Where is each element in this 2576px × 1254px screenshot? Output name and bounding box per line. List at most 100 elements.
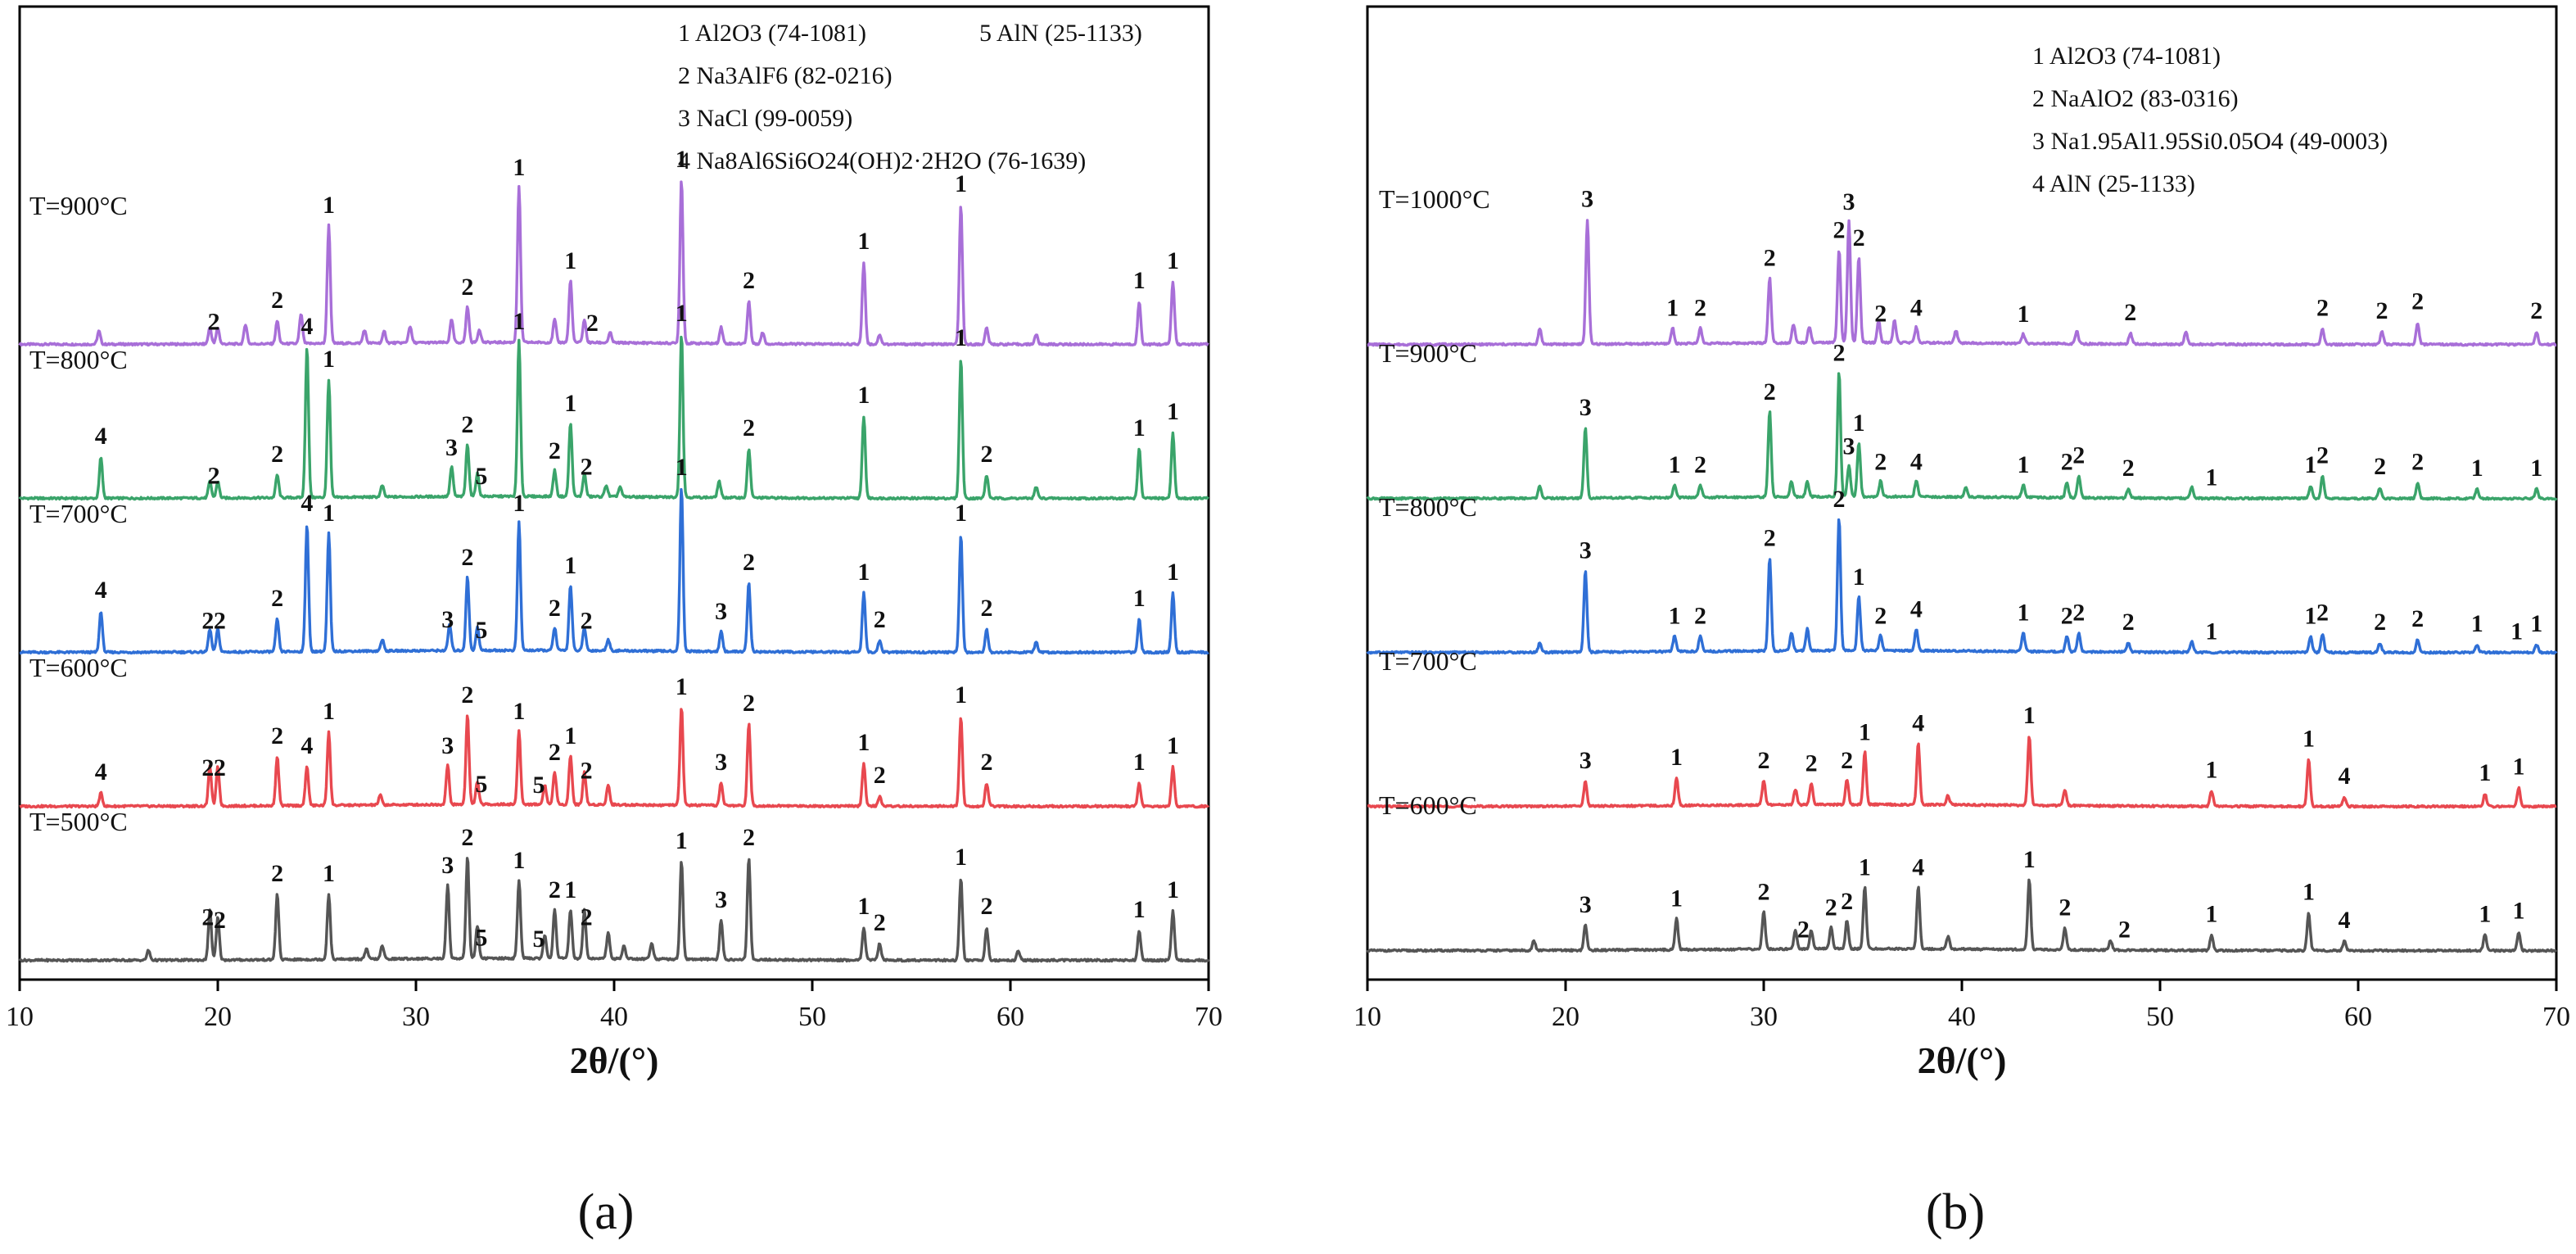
peak-label-a-2-17: 2 — [874, 606, 886, 633]
peak-label-a-2-8: 5 — [475, 617, 487, 644]
legend-a-item-4: 4 Na8Al6Si6O24(OH)2·2H2O (76-1639) — [678, 147, 1086, 174]
peak-label-b-1-4: 2 — [1833, 339, 1845, 366]
temp-label-a-4: T=500°C — [29, 807, 128, 836]
peak-label-b-1-7: 2 — [1874, 448, 1887, 475]
peak-label-a-1-14: 1 — [857, 382, 870, 409]
peak-label-b-2-1: 1 — [1669, 602, 1681, 629]
peak-label-b-0-5: 3 — [1843, 188, 1855, 215]
peak-label-b-0-1: 1 — [1666, 294, 1679, 321]
peak-label-a-2-14: 3 — [715, 598, 727, 625]
x-tick-label-b-4: 50 — [2146, 1002, 2174, 1032]
peak-label-a-2-16: 1 — [857, 559, 870, 586]
peak-label-a-3-16: 2 — [743, 690, 755, 717]
peak-label-a-4-4: 3 — [441, 852, 454, 879]
peak-label-a-1-5: 3 — [445, 434, 458, 461]
peak-label-b-1-17: 2 — [2411, 448, 2424, 475]
peak-label-b-0-7: 2 — [1874, 301, 1887, 328]
peak-label-a-2-10: 2 — [549, 595, 561, 622]
peak-label-a-3-9: 1 — [513, 698, 525, 725]
peak-label-a-0-10: 1 — [955, 170, 967, 197]
peak-label-b-2-4: 2 — [1833, 486, 1845, 513]
peak-label-b-2-15: 2 — [2374, 609, 2386, 636]
panel-a-x-ticks: 10 20 30 40 50 60 70 — [6, 980, 1222, 1032]
peak-label-b-3-6: 4 — [1912, 709, 1924, 736]
panel-a-legend: 1 Al2O3 (74-1081) 5 AlN (25-1133) 2 Na3A… — [678, 20, 1142, 174]
peak-label-a-3-14: 1 — [676, 673, 688, 700]
peak-label-a-2-1: 2 — [201, 608, 214, 635]
peak-label-a-2-12: 2 — [581, 608, 593, 635]
peak-label-b-1-18: 1 — [2471, 455, 2483, 482]
panel-b-x-axis-title: 2θ/(°) — [1918, 1039, 2007, 1081]
peak-label-b-3-1: 1 — [1670, 744, 1683, 771]
peak-label-b-1-3: 2 — [1764, 378, 1776, 405]
panel-a-x-axis-title: 2θ/(°) — [570, 1039, 659, 1081]
peak-label-a-4-20: 1 — [1167, 876, 1179, 903]
peak-label-b-1-15: 2 — [2316, 442, 2329, 469]
peak-label-a-0-0: 2 — [208, 309, 220, 336]
peak-label-b-4-12: 1 — [2303, 879, 2315, 906]
peak-label-b-3-11: 1 — [2479, 759, 2491, 786]
x-tick-label-b-3: 40 — [1948, 1002, 1976, 1032]
peak-label-a-2-11: 1 — [564, 552, 576, 579]
peak-label-a-4-1: 2 — [214, 907, 226, 934]
peak-label-b-4-8: 1 — [2023, 846, 2036, 873]
x-tick-label-a-0: 10 — [6, 1002, 34, 1032]
peak-label-b-1-13: 1 — [2205, 464, 2217, 491]
peak-label-b-1-14: 1 — [2304, 451, 2316, 478]
peak-label-b-0-14: 2 — [2530, 297, 2542, 324]
peak-label-b-2-8: 1 — [2018, 600, 2030, 627]
x-tick-label-a-1: 20 — [204, 1002, 232, 1032]
peak-label-a-3-15: 3 — [715, 749, 727, 776]
peak-label-b-4-6: 1 — [1859, 853, 1871, 881]
temp-label-b-3: T=700°C — [1379, 646, 1477, 676]
peak-label-b-4-4: 2 — [1825, 894, 1837, 921]
peak-label-a-4-18: 2 — [980, 893, 992, 920]
peak-label-b-4-15: 1 — [2513, 898, 2525, 925]
peak-label-b-4-13: 4 — [2339, 907, 2351, 934]
x-tick-label-b-6: 70 — [2542, 1002, 2570, 1032]
peak-label-b-1-16: 2 — [2374, 453, 2386, 480]
peak-label-a-1-7: 5 — [475, 463, 487, 490]
temp-label-a-3: T=600°C — [29, 653, 128, 682]
peak-label-a-0-3: 2 — [461, 274, 473, 301]
peak-label-a-2-19: 2 — [980, 595, 992, 622]
peak-label-b-4-1: 1 — [1670, 885, 1683, 912]
series-line-a-2 — [19, 487, 1209, 655]
series-line-a-4 — [18, 857, 1210, 963]
peak-label-b-1-1: 1 — [1669, 451, 1681, 478]
peak-label-a-1-2: 2 — [271, 441, 283, 468]
peak-label-a-3-21: 1 — [1133, 749, 1146, 776]
peak-label-b-2-14: 2 — [2316, 600, 2329, 627]
series-line-b-4 — [1366, 878, 2558, 953]
temp-label-b-2: T=800°C — [1379, 492, 1477, 522]
peak-label-a-2-21: 1 — [1167, 559, 1179, 586]
peak-label-b-2-7: 4 — [1910, 596, 1923, 623]
peak-label-b-4-11: 1 — [2205, 900, 2217, 927]
peak-label-a-2-3: 2 — [271, 585, 283, 612]
legend-a-item-1-text: 1 Al2O3 (74-1081) — [678, 20, 866, 47]
peak-label-a-3-12: 1 — [564, 722, 576, 749]
peak-label-a-4-5: 2 — [461, 824, 473, 851]
peak-label-b-2-17: 1 — [2471, 610, 2483, 637]
peak-label-a-3-4: 4 — [301, 732, 313, 759]
peak-label-a-1-8: 1 — [513, 308, 525, 335]
temp-label-b-0: T=1000°C — [1379, 184, 1490, 214]
x-tick-label-b-1: 20 — [1552, 1002, 1579, 1032]
peak-label-b-2-11: 2 — [2122, 609, 2135, 636]
peak-label-a-3-1: 2 — [201, 754, 214, 781]
peak-label-a-0-12: 1 — [1167, 247, 1179, 274]
legend-a-item-5-text: 5 AlN (25-1133) — [979, 20, 1142, 47]
peak-label-a-3-2: 2 — [214, 754, 226, 781]
peak-label-b-2-5: 1 — [1853, 564, 1865, 591]
series-line-a-1 — [18, 335, 1209, 501]
peak-label-b-0-6: 2 — [1853, 224, 1865, 251]
panel-b-curves — [1366, 219, 2558, 953]
panel-b-temp-labels: T=1000°C T=900°C T=800°C T=700°C T=600°C — [1379, 184, 1490, 820]
peak-label-a-1-16: 2 — [980, 441, 992, 468]
peak-label-a-2-0: 4 — [95, 577, 107, 604]
series-line-b-2 — [1366, 518, 2558, 655]
peak-label-a-2-20: 1 — [1133, 585, 1146, 612]
legend-b-item-3: 3 Na1.95Al1.95Si0.05O4 (49-0003) — [2032, 128, 2388, 155]
peak-label-b-3-4: 2 — [1841, 747, 1853, 774]
